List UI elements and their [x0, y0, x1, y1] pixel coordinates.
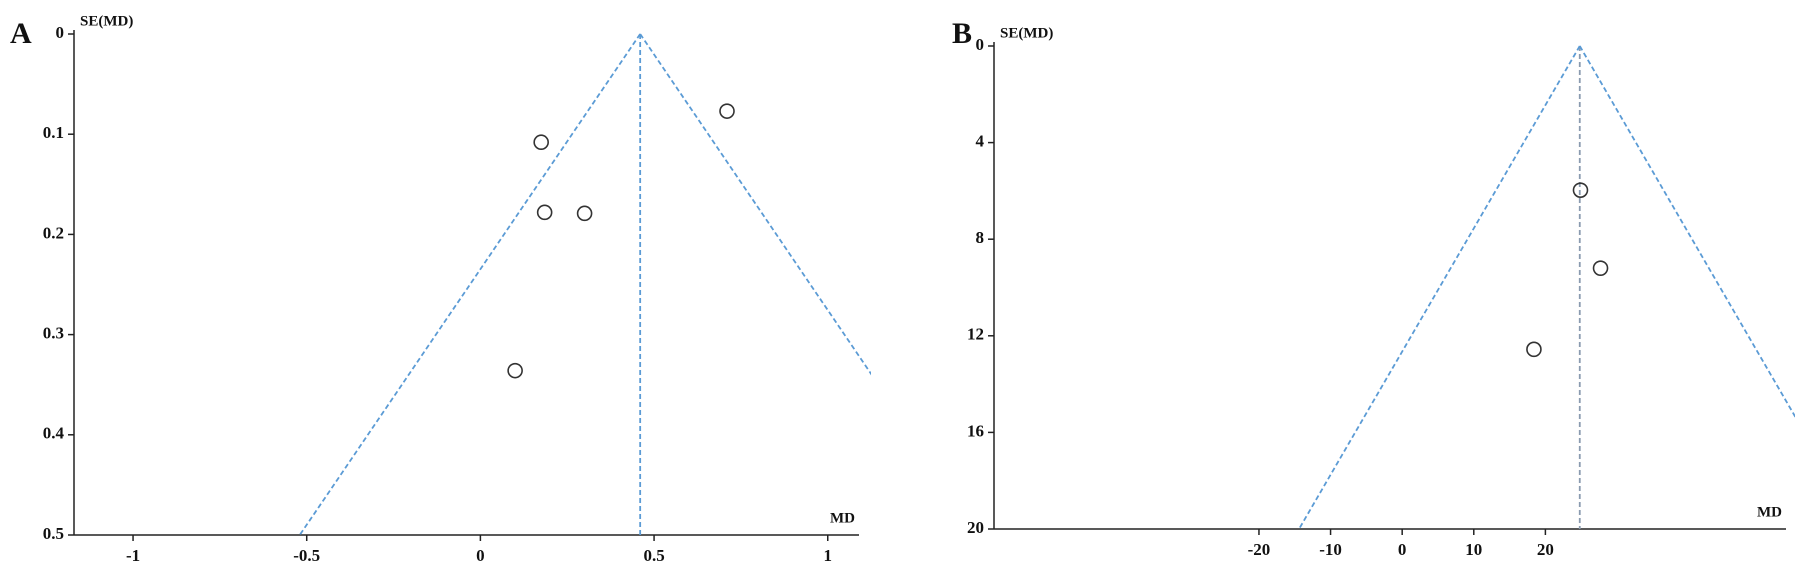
study-point [719, 103, 735, 119]
x-tick-label: -10 [1319, 540, 1342, 559]
funnel [1298, 45, 1795, 529]
x-tick-label: -0.5 [293, 546, 320, 565]
y-tick-label: 0.4 [43, 424, 65, 443]
x-tick-label: 0 [476, 546, 485, 565]
panel-label: A [10, 17, 32, 50]
x-axis-label: MD [830, 510, 855, 526]
funnel-plot: A 0 0.1 0.2 0.3 0.4 0.5 -1 -0.5 0 0.5 1 SE(MD) MD [10, 13, 871, 565]
y-tick-label: 8 [976, 228, 985, 247]
funnel-line [299, 33, 641, 535]
y-tick-label: 20 [967, 518, 984, 537]
y-tick-label: 0 [56, 23, 65, 42]
panel-label: B [952, 17, 972, 50]
y-tick-label: 0 [976, 35, 985, 54]
y-tick-label: 0.3 [43, 324, 64, 343]
x-tick-label: 10 [1465, 540, 1482, 559]
study-point [507, 362, 523, 379]
y-tick-label: 0.1 [43, 123, 64, 142]
funnel [299, 33, 871, 535]
y-tick-label: 0.2 [43, 223, 64, 242]
study-point [1526, 341, 1542, 358]
study-point [576, 205, 593, 222]
y-axis-label: SE(MD) [1000, 25, 1053, 41]
y-tick-label: 12 [967, 325, 984, 344]
study-point [1592, 260, 1609, 276]
study-point [536, 204, 553, 221]
y-axis-label: SE(MD) [80, 13, 133, 29]
funnel-line [1578, 45, 1795, 419]
x-tick-label: 0 [1398, 540, 1407, 559]
x-tick-label: 1 [823, 546, 832, 565]
y-tick-label: 4 [976, 132, 985, 151]
study-point [533, 134, 549, 151]
x-tick-label: -1 [126, 546, 140, 565]
study-point [1572, 182, 1589, 198]
y-tick-label: 0.5 [43, 524, 64, 543]
funnel-line [1298, 45, 1581, 529]
x-tick-label: -20 [1248, 540, 1271, 559]
x-tick-label: 0.5 [643, 546, 664, 565]
y-tick-label: 16 [967, 421, 984, 440]
funnel-line [639, 33, 871, 376]
x-tick-label: 20 [1537, 540, 1554, 559]
x-axis-label: MD [1757, 504, 1782, 520]
